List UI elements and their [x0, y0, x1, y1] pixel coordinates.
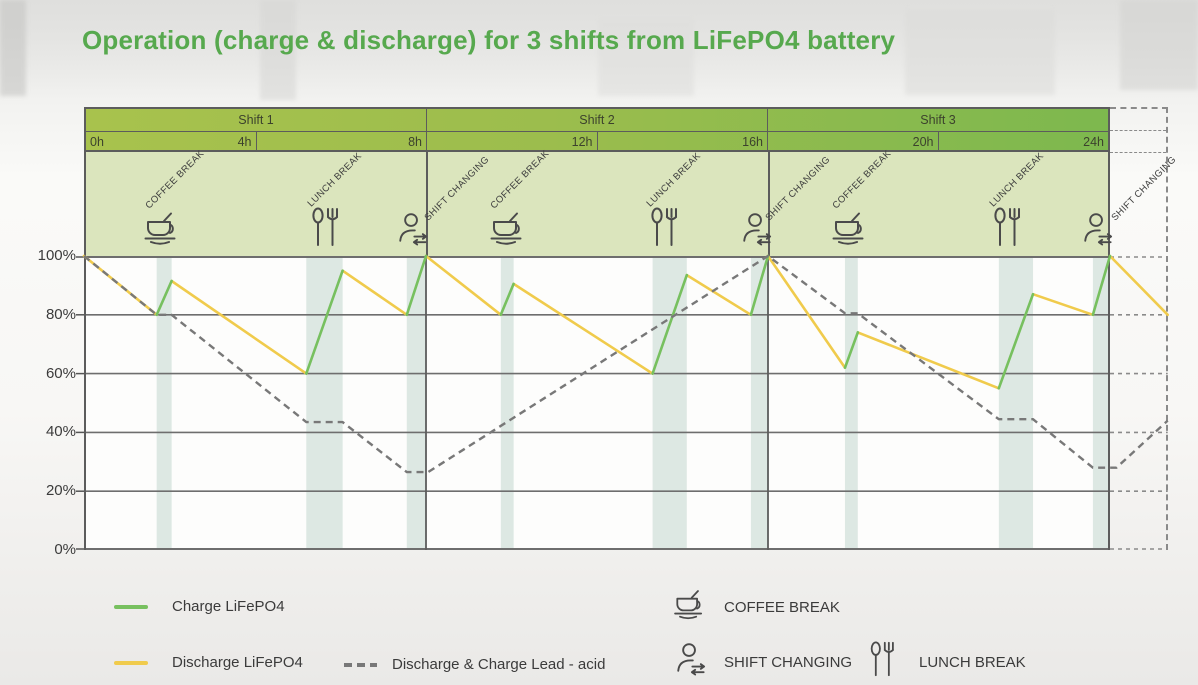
break-band: [306, 256, 343, 550]
break-band: [1092, 256, 1110, 550]
time-cell-12: 12h: [427, 132, 598, 152]
discharge-line-segment: [512, 282, 654, 375]
background-shape: [260, 0, 296, 100]
y-axis-tick-label: 20%: [45, 482, 76, 500]
time-row: 0h 4h 8h 12h 16h 20h 24h: [86, 132, 1108, 152]
shift-divider: [426, 152, 428, 256]
lead-acid-dash-swatch: [344, 663, 377, 667]
time-label-0h: 0h: [90, 134, 104, 149]
time-label-20h: 20h: [912, 134, 934, 149]
coffee-cup-icon: [671, 587, 707, 623]
lead-acid-line: [83, 254, 1169, 474]
time-label-12h: 12h: [571, 134, 593, 149]
break-band: [998, 256, 1034, 550]
plot-background: [84, 256, 1110, 550]
background-shape: [598, 18, 694, 96]
worker-swap-icon: [674, 642, 706, 676]
shift-row: Shift 1 Shift 2 Shift 3: [86, 109, 1108, 132]
shift-2-cell: Shift 2: [427, 109, 768, 131]
break-icon-band: [84, 152, 1110, 256]
discharge-line-segment: [685, 273, 753, 317]
time-label-8h: 8h: [408, 134, 422, 149]
extension-row-line: [1110, 130, 1166, 131]
y-axis-tick-label: 60%: [45, 364, 76, 382]
discharge-line-segment: [1031, 292, 1095, 317]
legend-coffee-label: COFFEE BREAK: [724, 599, 840, 616]
background-shape: [905, 10, 1055, 95]
charge-line-segment: [651, 273, 689, 375]
shift-2-label: Shift 2: [579, 113, 615, 127]
charge-line-segment: [843, 331, 860, 369]
charge-line-segment: [1091, 254, 1112, 317]
shift-divider: [768, 152, 770, 256]
discharge-line-segment: [1108, 254, 1169, 317]
background-shape: [1120, 0, 1198, 90]
shift-1-cell: Shift 1: [86, 109, 427, 131]
break-band: [406, 256, 426, 550]
soc-chart-plot: [76, 254, 1169, 550]
break-band: [156, 256, 172, 550]
break-band: [844, 256, 858, 550]
discharge-line-segment: [424, 254, 503, 317]
time-cell-24: 24h: [939, 132, 1109, 152]
shift-3-cell: Shift 3: [768, 109, 1108, 131]
chart-header: Shift 1 Shift 2 Shift 3 0h 4h 8h 12h 16h…: [84, 107, 1110, 152]
charge-line-segment: [305, 269, 344, 375]
y-axis-tick-label: 80%: [45, 305, 76, 323]
extension-row-line: [1110, 152, 1166, 153]
discharge-line-segment: [170, 279, 308, 375]
time-label-4h: 4h: [237, 134, 252, 149]
time-cell-8: 8h: [257, 132, 427, 152]
charge-line-segment: [155, 279, 173, 317]
time-cell-16: 16h: [598, 132, 768, 152]
cutlery-icon: [869, 641, 897, 677]
discharge-line-segment: [341, 269, 409, 317]
background-shape: [0, 0, 26, 96]
time-cell-20: 20h: [768, 132, 939, 152]
discharge-line-segment: [856, 331, 1001, 390]
shift-3-label: Shift 3: [920, 113, 956, 127]
legend-shift-changing-label: SHIFT CHANGING: [724, 654, 853, 671]
charge-line-swatch: [114, 605, 148, 609]
discharge-line-segment: [766, 254, 847, 369]
charge-line-segment: [997, 292, 1035, 390]
legend-charge-label: Charge LiFePO4: [172, 598, 285, 615]
time-label-24h: 24h: [1083, 134, 1104, 149]
y-axis-tick-label: 100%: [37, 247, 76, 264]
break-band: [750, 256, 768, 550]
break-band: [500, 256, 514, 550]
charge-line-segment: [499, 282, 515, 317]
time-cell-0-4: 0h 4h: [86, 132, 257, 152]
break-band: [652, 256, 687, 550]
next-shift-extension: [1110, 107, 1168, 550]
page-title: Operation (charge & discharge) for 3 shi…: [82, 25, 896, 55]
legend-lunch-label: LUNCH BREAK: [919, 654, 1026, 671]
charge-line-segment: [749, 254, 770, 317]
legend-lead-acid-label: Discharge & Charge Lead - acid: [392, 656, 606, 673]
shift-1-label: Shift 1: [238, 113, 274, 127]
discharge-line-swatch: [114, 661, 148, 665]
y-axis-tick-label: 40%: [45, 423, 76, 441]
charge-line-segment: [405, 254, 428, 317]
y-axis-tick-label: 0%: [54, 541, 76, 558]
time-label-16h: 16h: [742, 134, 763, 149]
legend-discharge-label: Discharge LiFePO4: [172, 654, 303, 671]
